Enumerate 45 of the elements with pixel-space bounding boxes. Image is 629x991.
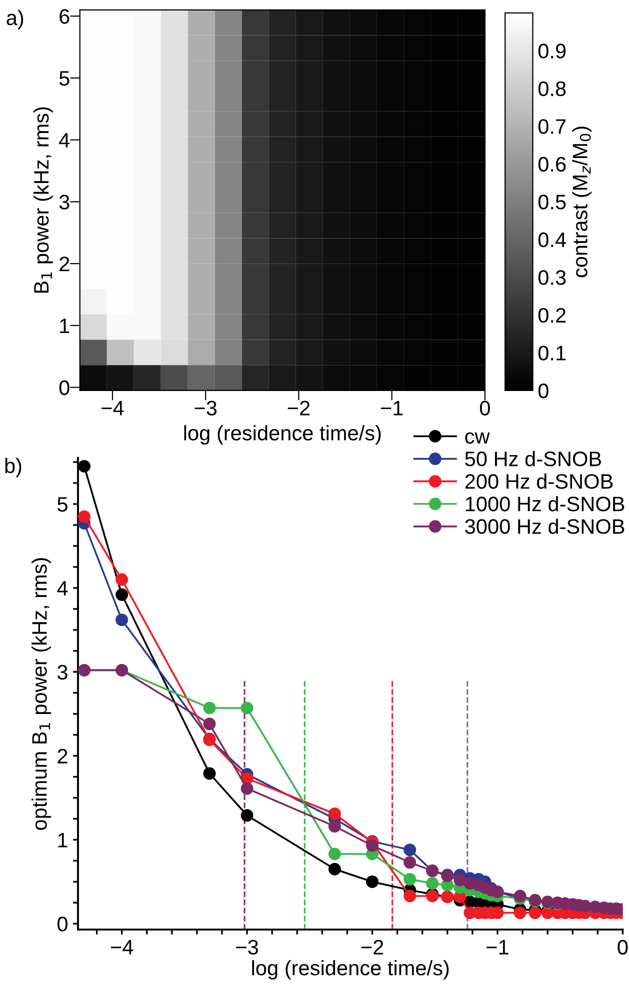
- x-tick-label: −4: [102, 400, 124, 416]
- color-bar-label: 0.8: [538, 81, 566, 96]
- y-tick-label: 0: [59, 380, 70, 396]
- text: b): [5, 458, 22, 478]
- x-tick-label: −1: [486, 940, 508, 954]
- legend-label: 50 Hz d-SNOB: [465, 450, 602, 466]
- x-tick-label: −3: [194, 400, 217, 416]
- y-tick-label: 5: [59, 71, 70, 86]
- y-axis-title: optimum B$_{1}$ power (kHz, rms): [32, 558, 51, 830]
- y-tick-label: 1: [60, 318, 70, 334]
- y-tick-label: 4: [59, 133, 70, 148]
- x-tick-label: 0: [618, 940, 628, 955]
- legend-label: 1000 Hz d-SNOB: [466, 496, 624, 512]
- color-bar-label: 0: [538, 383, 548, 398]
- y-tick-label: 5: [58, 497, 68, 512]
- text: a): [6, 10, 24, 30]
- y-tick-label: 2: [58, 748, 68, 764]
- x-tick-label: −2: [288, 400, 310, 416]
- y-axis-title: B$_{1}$ power (kHz, rms): [33, 107, 53, 293]
- y-tick-label: 3: [57, 664, 68, 680]
- color-bar-title: contrast (M$_{z}$/M$_{0}$): [572, 126, 592, 278]
- y-tick-label: 6: [60, 9, 70, 24]
- color-bar-label: 0.4: [538, 232, 566, 248]
- x-axis-title: log (residence time/s): [184, 425, 381, 445]
- y-tick-label: 0: [58, 916, 68, 932]
- x-tick-label: 0: [480, 400, 490, 416]
- x-tick-label: −1: [380, 400, 403, 416]
- legend-label: cw: [465, 432, 490, 444]
- x-axis-title: log (residence time/s): [252, 960, 449, 980]
- color-bar-label: 0.1: [538, 346, 566, 360]
- color-bar-label: 0.9: [538, 44, 566, 58]
- y-tick-label: 2: [60, 256, 70, 272]
- color-bar-label: 0.6: [538, 156, 566, 172]
- legend-label: 3000 Hz d-SNOB: [465, 518, 624, 534]
- y-tick-label: 1: [58, 832, 68, 848]
- x-tick-label: −3: [236, 940, 258, 955]
- color-bar-label: 0.5: [538, 194, 566, 210]
- y-tick-label: 4: [57, 581, 68, 596]
- legend-label: 200 Hz d-SNOB: [465, 474, 613, 489]
- y-tick-label: 3: [59, 194, 70, 210]
- color-bar-label: 0.3: [538, 270, 566, 285]
- color-bar-label: 0.2: [538, 308, 566, 323]
- x-tick-label: −2: [361, 940, 384, 954]
- color-bar-label: 0.7: [538, 119, 566, 134]
- x-tick-label: −4: [110, 940, 134, 954]
